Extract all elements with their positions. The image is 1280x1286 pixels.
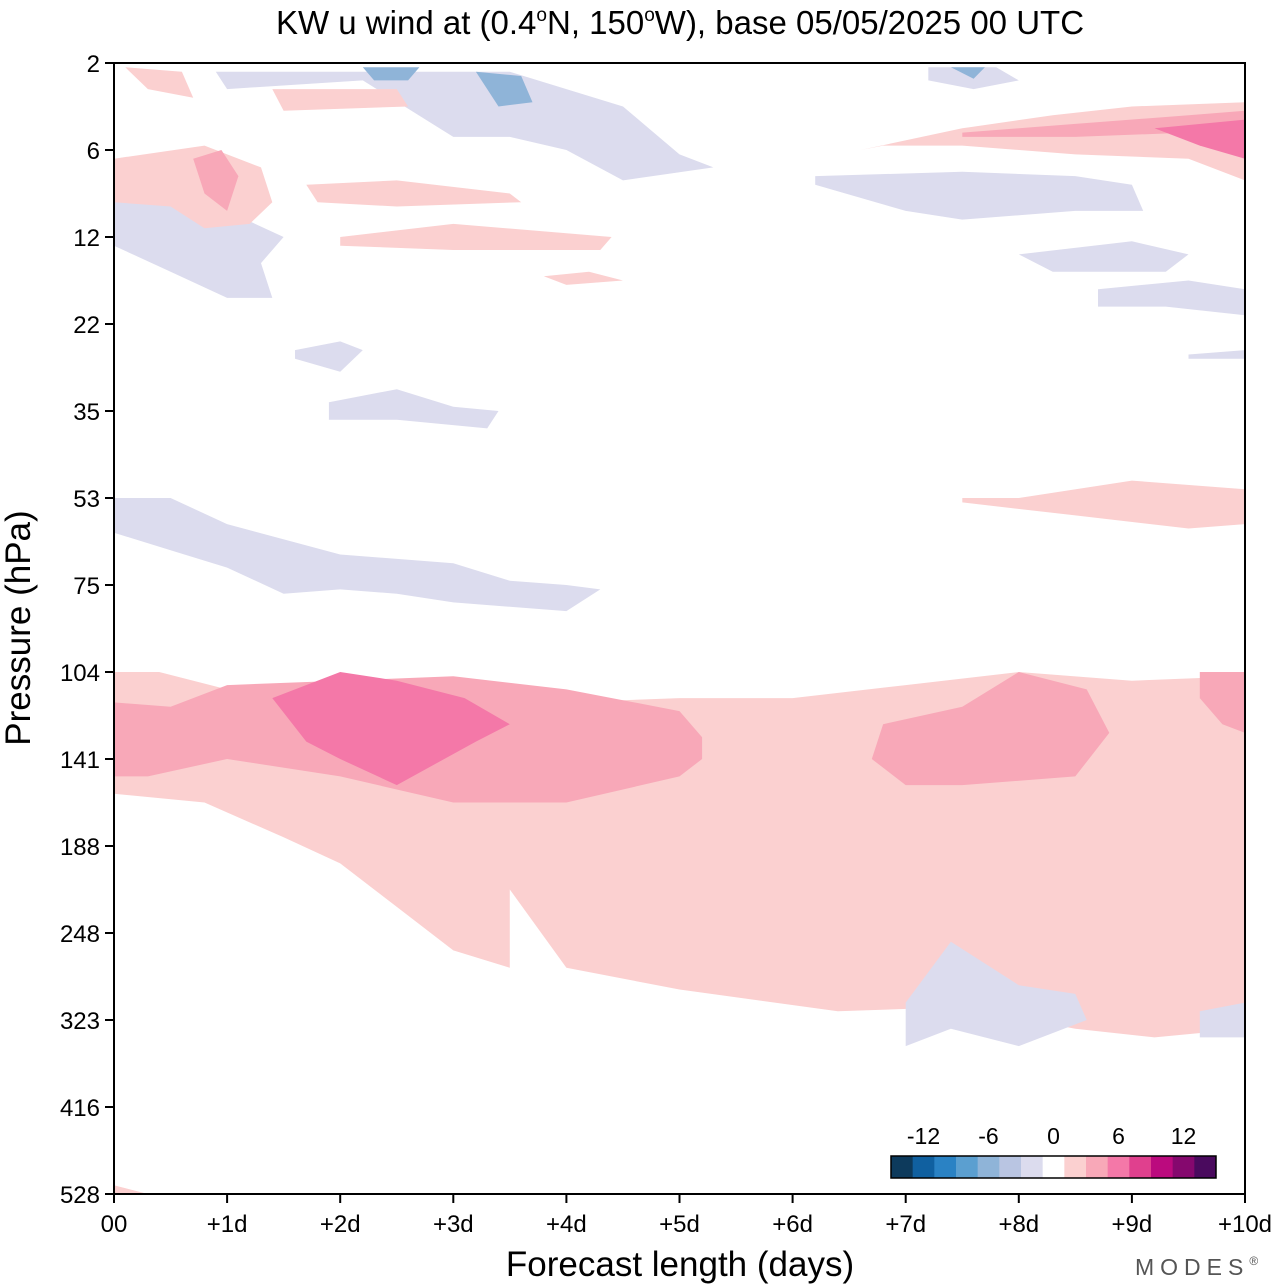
x-tick-label: +3d <box>433 1211 474 1238</box>
chart-title-degree-1: o <box>536 5 547 26</box>
y-tick-label: 248 <box>60 921 100 948</box>
chart-title-lead: KW u wind at (0.4 <box>276 4 536 41</box>
y-tick-label: 323 <box>60 1008 100 1035</box>
contour-region-22 <box>950 67 985 79</box>
colorbar-swatch-0 <box>891 1156 914 1178</box>
chart-title: KW u wind at (0.4oN, 150oW), base 05/05/… <box>276 4 1084 41</box>
chart-title-tail: W), base 05/05/2025 00 UTC <box>655 4 1084 41</box>
y-tick-label: 2 <box>87 51 100 78</box>
contour-region-7 <box>962 480 1245 529</box>
colorbar-swatch-6 <box>1021 1156 1044 1178</box>
contour-region-9 <box>1199 1002 1245 1038</box>
y-tick-label: 141 <box>60 747 100 774</box>
y-tick-label: 53 <box>73 486 100 513</box>
x-tick-label: +7d <box>885 1211 926 1238</box>
chart-title-mid: N, 150 <box>547 4 644 41</box>
contour-region-28 <box>543 271 623 285</box>
x-tick-label: +8d <box>998 1211 1039 1238</box>
colorbar-swatch-12 <box>1151 1156 1174 1178</box>
colorbar-swatch-2 <box>934 1156 957 1178</box>
y-tick-label: 188 <box>60 834 100 861</box>
chart-title-degree-2: o <box>644 5 655 26</box>
contour-region-23 <box>125 67 194 98</box>
colorbar: -12 -6 0 6 12 <box>890 1123 1217 1179</box>
colorbar-label: -6 <box>978 1123 998 1149</box>
contour-region-3 <box>1199 672 1245 733</box>
contour-region-30 <box>193 150 239 211</box>
contour-region-16 <box>1018 241 1189 272</box>
contour-region-13 <box>328 389 499 429</box>
colorbar-swatch-3 <box>956 1156 979 1178</box>
contour-region-2 <box>871 672 1110 786</box>
colorbar-swatch-7 <box>1042 1156 1065 1178</box>
contour-region-18 <box>1188 350 1245 359</box>
contour-regions <box>114 67 1245 1194</box>
x-axis: 00 +1d +2d +3d +4d +5d +6d +7d +8d +9d +10d <box>101 1194 1272 1238</box>
colorbar-swatch-1 <box>912 1156 935 1178</box>
contour-region-24 <box>272 89 409 111</box>
brand-logo-text: MODES® <box>1135 1254 1264 1280</box>
colorbar-swatch-14 <box>1194 1156 1217 1178</box>
contour-region-25 <box>114 145 273 229</box>
colorbar-frame <box>890 1155 1217 1179</box>
contour-region-14 <box>215 71 714 181</box>
x-tick-label: +10d <box>1218 1211 1272 1238</box>
colorbar-swatch-10 <box>1107 1156 1130 1178</box>
contour-region-26 <box>306 180 522 207</box>
x-tick-label: +1d <box>207 1211 248 1238</box>
y-axis: 2 6 12 22 35 53 75 104 141 188 248 323 416 528 <box>60 51 114 1209</box>
contour-region-20 <box>362 67 420 81</box>
colorbar-swatch-9 <box>1086 1156 1109 1178</box>
colorbar-swatch-13 <box>1172 1156 1195 1178</box>
x-tick-label: 00 <box>101 1211 128 1238</box>
colorbar-label: 0 <box>1047 1123 1060 1149</box>
contour-region-10 <box>114 498 601 612</box>
y-tick-label: 22 <box>73 312 100 339</box>
y-tick-label: 75 <box>73 573 100 600</box>
y-tick-label: 528 <box>60 1182 100 1209</box>
contour-region-4 <box>272 672 510 786</box>
y-tick-label: 35 <box>73 399 100 426</box>
brand-name: MODES <box>1135 1254 1249 1280</box>
y-axis-title: Pressure (hPa) <box>0 510 38 745</box>
contour-region-15 <box>815 171 1144 220</box>
colorbar-swatch-4 <box>977 1156 1000 1178</box>
x-tick-label: +5d <box>659 1211 700 1238</box>
x-axis-title: Forecast length (days) <box>506 1245 854 1284</box>
contour-region-8 <box>905 941 1087 1047</box>
y-tick-label: 6 <box>87 138 100 165</box>
y-tick-label: 104 <box>60 660 100 687</box>
contour-region-5 <box>114 1185 148 1194</box>
y-tick-label: 12 <box>73 225 100 252</box>
colorbar-swatch-5 <box>999 1156 1022 1178</box>
plot-area <box>114 63 1245 1194</box>
y-tick-label: 416 <box>60 1095 100 1122</box>
x-tick-label: +2d <box>320 1211 361 1238</box>
x-tick-label: +9d <box>1112 1211 1153 1238</box>
x-tick-label: +6d <box>772 1211 813 1238</box>
x-tick-label: +4d <box>546 1211 587 1238</box>
contour-region-32 <box>1154 119 1245 159</box>
colorbar-label: -12 <box>907 1123 940 1149</box>
contour-region-31 <box>962 110 1245 142</box>
contour-region-12 <box>295 341 363 372</box>
contour-region-17 <box>1098 280 1245 316</box>
contour-region-21 <box>475 71 533 107</box>
colorbar-label: 12 <box>1171 1123 1197 1149</box>
brand-mark: ® <box>1249 1254 1264 1268</box>
colorbar-swatch-11 <box>1129 1156 1152 1178</box>
colorbar-label: 6 <box>1112 1123 1125 1149</box>
colorbar-swatch-8 <box>1064 1156 1087 1178</box>
contour-region-27 <box>340 223 612 250</box>
